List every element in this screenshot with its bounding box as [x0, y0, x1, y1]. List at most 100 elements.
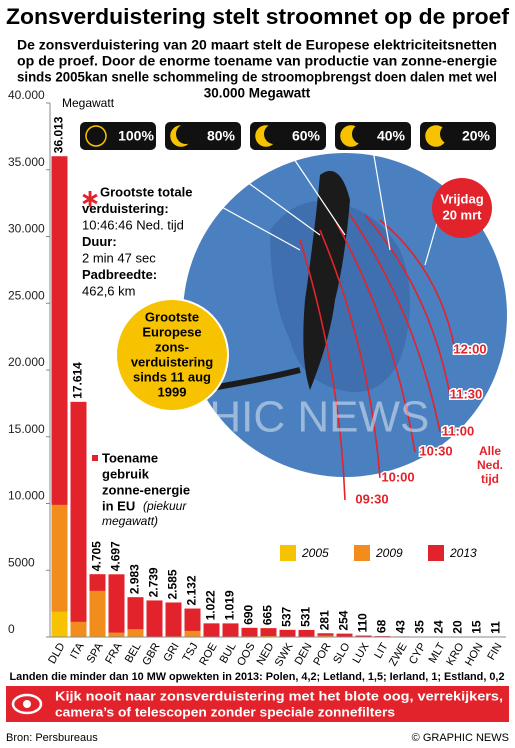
subtitle-line: De zonsverduistering van 20 maart stelt … [17, 38, 497, 53]
bar [70, 621, 87, 637]
largest-text: sinds 11 aug [133, 369, 211, 384]
time-note: tijd [481, 472, 499, 486]
value-label: 36.013 [52, 116, 66, 153]
bar [184, 608, 201, 637]
y-tick-label: 0 [8, 622, 15, 636]
bar [70, 401, 87, 637]
time-label: 11:30 [450, 386, 483, 401]
value-label: 690 [242, 604, 256, 624]
largest-text: 1999 [158, 384, 187, 399]
increase-note: megawatt) [102, 514, 158, 528]
warning-bar [6, 686, 509, 722]
watermark: GRAPHIC NEWS [85, 393, 430, 442]
bar [127, 629, 144, 637]
phase-label: 80% [207, 128, 236, 144]
value-label: 1.019 [223, 590, 237, 620]
value-label: 11 [489, 621, 503, 634]
largest-badge [115, 298, 229, 412]
time-line [319, 229, 381, 479]
phase-label: 20% [462, 128, 491, 144]
pointer [202, 149, 321, 236]
legend-label: 2005 [301, 546, 329, 560]
bar [184, 630, 201, 637]
largest-text: zons- [155, 339, 189, 354]
value-label: 254 [337, 610, 351, 630]
time-line [349, 214, 441, 433]
bar [108, 632, 125, 637]
y-tick-label: 25.000 [8, 288, 45, 302]
bar [89, 590, 106, 637]
bar [165, 602, 182, 637]
moon-icon [176, 124, 196, 144]
totality-text: 2 min 47 sec [82, 250, 156, 265]
bar [222, 623, 239, 637]
bar [51, 504, 68, 637]
y-tick-label: 30.000 [8, 222, 45, 236]
time-note: Ned. [477, 458, 503, 472]
y-tick-label: 5000 [8, 555, 35, 569]
value-label: 4.705 [90, 541, 104, 571]
time-line [299, 239, 346, 501]
pointer [117, 149, 301, 251]
value-label: 2.585 [166, 569, 180, 599]
date-badge [432, 178, 492, 238]
value-label: 531 [299, 607, 313, 627]
totality-text: 10:46:46 Ned. tijd [82, 217, 184, 232]
legend-label: 2013 [449, 546, 477, 560]
value-label: 537 [280, 606, 294, 626]
y-axis-label: Megawatt [62, 96, 115, 110]
value-label: 665 [261, 605, 275, 625]
value-label: 68 [375, 619, 389, 633]
legend-swatch [428, 545, 444, 561]
largest-text: Grootste [145, 309, 199, 324]
eye-icon [11, 693, 43, 715]
value-label: 2.983 [128, 564, 142, 594]
date-label: 20 mrt [442, 207, 482, 222]
bar [146, 600, 163, 637]
globe [117, 149, 507, 501]
totality-text: Duur: [82, 234, 117, 249]
bar [241, 627, 258, 637]
sun-icon [85, 125, 107, 147]
value-label: 4.697 [109, 541, 123, 571]
subtitle: De zonsverduistering van 20 maart stelt … [17, 38, 498, 101]
eye-icon [23, 700, 31, 708]
value-label: 110 [356, 613, 370, 633]
bar [127, 597, 144, 637]
value-label: 17.614 [71, 362, 85, 399]
largest-text: Europese [142, 324, 201, 339]
asterisk: ∗ [80, 185, 100, 212]
time-note: Alle [479, 444, 501, 458]
phase-label: 100% [118, 128, 154, 144]
time-line [334, 219, 416, 453]
date-label: Vrijdag [440, 191, 483, 206]
totality-text: Padbreedte: [82, 267, 157, 282]
time-line [379, 219, 456, 351]
bar [203, 623, 220, 637]
y-tick-label: 15.000 [8, 422, 45, 436]
warning-text: Kijk nooit naar zonsverduistering met he… [55, 688, 503, 703]
pointer [372, 149, 391, 251]
legend-swatch [354, 545, 370, 561]
footnote: Landen die minder dan 10 MW opwekten in … [10, 671, 505, 683]
legend-label: 2009 [375, 546, 403, 560]
subtitle-line: 30.000 Megawatt [204, 86, 311, 101]
subtitle-line: op de proef. Door de enorme toename van … [17, 54, 498, 69]
value-label: 35 [413, 620, 427, 634]
credit: © GRAPHIC NEWS [412, 732, 509, 744]
increase-text: zonne-energie [102, 482, 190, 497]
value-label: 15 [470, 620, 484, 634]
value-label: 2.739 [147, 567, 161, 597]
increase-text: gebruik [102, 466, 150, 481]
moon-icon [440, 124, 460, 144]
value-label: 1.022 [204, 590, 218, 620]
totality-text: 462,6 km [82, 283, 135, 298]
warning-text: camera’s of telescopen zonder speciale z… [55, 704, 395, 719]
bar [336, 633, 353, 637]
y-tick-label: 40.000 [8, 88, 45, 102]
value-label: 43 [394, 620, 408, 634]
phase-label: 40% [377, 128, 406, 144]
y-tick-label: 20.000 [8, 355, 45, 369]
moon-icon [264, 124, 284, 144]
